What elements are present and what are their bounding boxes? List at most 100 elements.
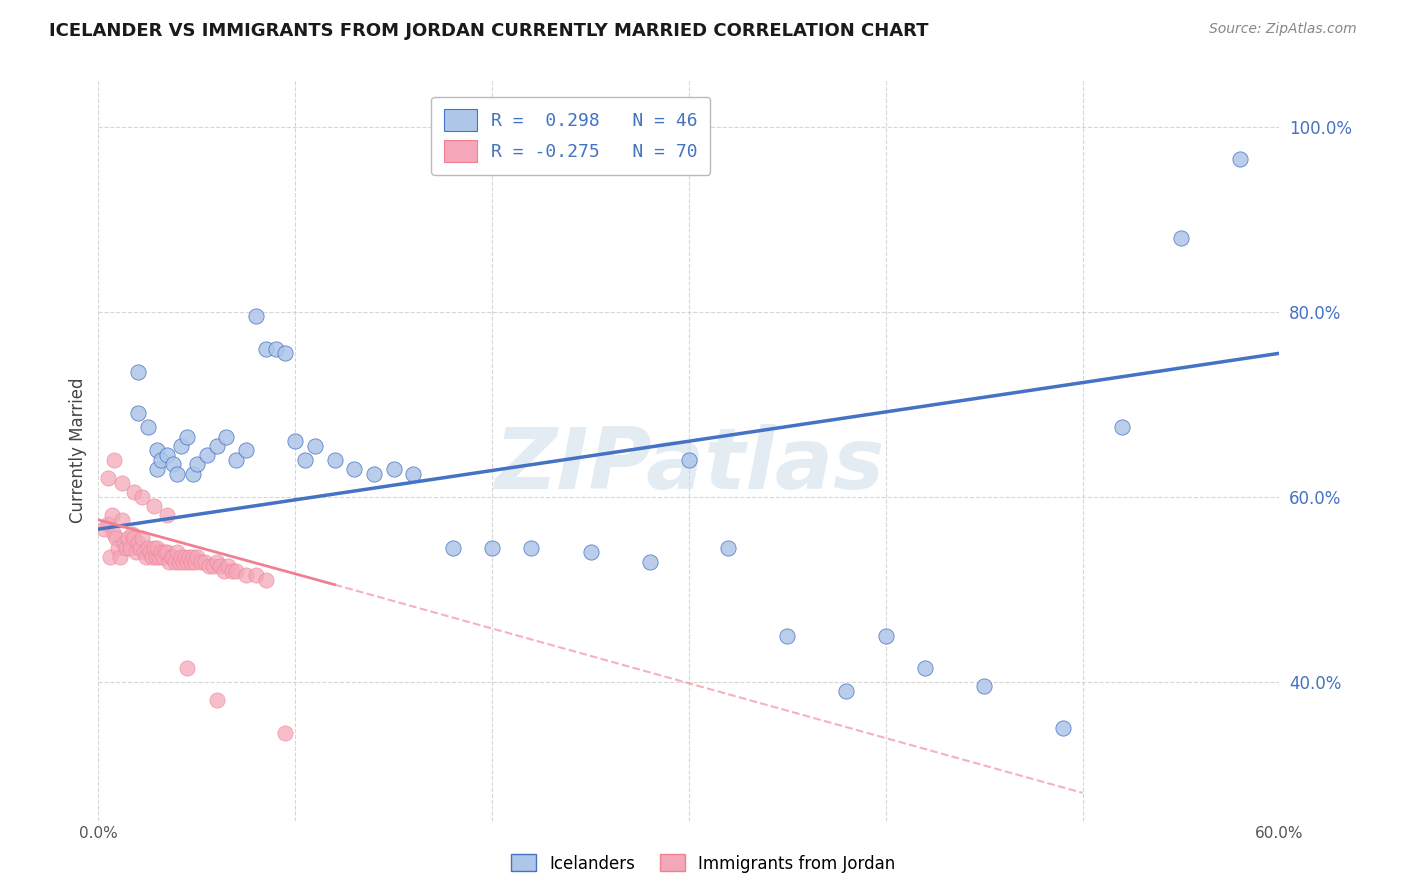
Point (142, 541, 165, 555)
Point (167, 554, 190, 569)
Point (146, 541, 169, 555)
Point (1111, 420, 1133, 434)
Point (142, 499, 165, 513)
Point (225, 452, 247, 467)
Point (875, 628, 897, 642)
Point (382, 462, 405, 476)
Point (148, 549, 170, 564)
Point (520, 541, 543, 555)
Point (97, 471, 120, 485)
Point (186, 458, 208, 472)
Point (131, 490, 153, 504)
Point (132, 545, 155, 559)
Point (1052, 721, 1074, 735)
Point (136, 420, 159, 434)
Point (717, 541, 740, 555)
Point (638, 554, 661, 569)
Text: ZIPatlas: ZIPatlas (494, 424, 884, 507)
Point (125, 545, 148, 559)
Point (835, 684, 858, 698)
Point (146, 462, 169, 476)
Point (402, 467, 425, 481)
Point (254, 573, 277, 587)
Point (177, 549, 200, 564)
Point (235, 443, 257, 458)
Point (205, 554, 228, 569)
Point (678, 452, 700, 467)
Point (181, 467, 204, 481)
Point (127, 536, 149, 550)
Point (127, 365, 149, 379)
Point (160, 549, 183, 564)
Point (176, 554, 198, 569)
Point (245, 310, 267, 324)
Point (156, 448, 179, 462)
Point (98, 549, 121, 564)
Point (170, 439, 193, 453)
Point (162, 458, 184, 472)
Point (284, 434, 307, 449)
Point (245, 568, 267, 582)
Point (155, 545, 177, 559)
Point (579, 545, 602, 559)
Point (776, 628, 799, 642)
Point (209, 559, 232, 574)
Point (274, 346, 297, 360)
Point (170, 549, 193, 564)
Point (194, 554, 217, 569)
Point (97, 517, 120, 532)
Point (101, 508, 124, 523)
Point (481, 541, 503, 555)
Point (107, 541, 129, 555)
Point (174, 549, 197, 564)
Point (441, 541, 464, 555)
Point (121, 526, 143, 541)
Point (274, 725, 297, 739)
Point (205, 693, 228, 707)
Point (152, 549, 174, 564)
Point (973, 680, 995, 694)
Point (214, 564, 236, 578)
Point (165, 554, 187, 569)
Point (115, 541, 138, 555)
Point (136, 541, 159, 555)
Point (157, 554, 180, 569)
Point (190, 554, 212, 569)
Point (118, 541, 141, 555)
Point (197, 559, 219, 574)
Point (112, 536, 135, 550)
Point (254, 342, 277, 356)
Point (215, 429, 238, 443)
Point (150, 452, 173, 467)
Text: Source: ZipAtlas.com: Source: ZipAtlas.com (1209, 22, 1357, 37)
Point (195, 448, 218, 462)
Point (184, 554, 207, 569)
Point (111, 475, 134, 490)
Point (221, 564, 243, 578)
Point (323, 452, 346, 467)
Point (217, 559, 239, 574)
Point (343, 462, 366, 476)
Point (176, 661, 198, 675)
Point (186, 549, 208, 564)
Point (122, 532, 145, 546)
Point (156, 545, 179, 559)
Point (264, 342, 287, 356)
Point (166, 545, 188, 559)
Point (914, 661, 936, 675)
Point (205, 439, 228, 453)
Point (138, 545, 160, 559)
Point (128, 541, 150, 555)
Point (1170, 230, 1192, 244)
Point (225, 564, 247, 578)
Point (150, 545, 173, 559)
Point (145, 549, 167, 564)
Point (117, 532, 139, 546)
Point (172, 554, 194, 569)
Point (235, 568, 257, 582)
Point (201, 559, 224, 574)
Y-axis label: Currently Married: Currently Married (69, 377, 87, 524)
Point (294, 452, 316, 467)
Point (176, 429, 198, 443)
Point (1229, 152, 1251, 166)
